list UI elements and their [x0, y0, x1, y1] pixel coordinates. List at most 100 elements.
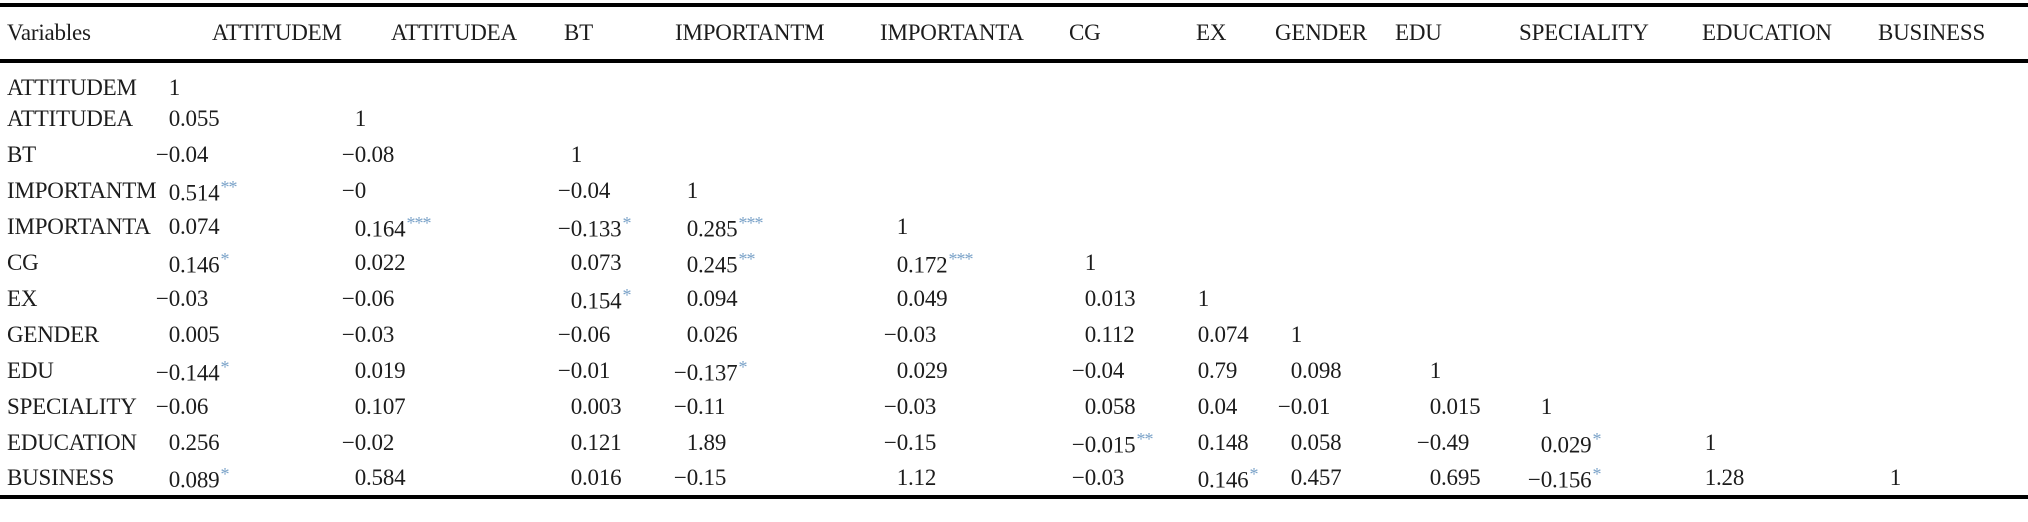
value-fraction-part: .026: [698, 322, 738, 347]
value-fraction-part: .058: [1096, 394, 1136, 419]
value-integer-part: 0: [686, 286, 699, 311]
row-label-header: Variables: [7, 20, 91, 45]
value-integer-part: 0: [1290, 430, 1303, 455]
column-header: BT: [564, 20, 593, 45]
correlation-cell: [1512, 209, 1675, 245]
value-integer-part: 1: [168, 75, 181, 100]
value-integer-part: −0: [1071, 358, 1096, 383]
correlation-cell: [1170, 101, 1262, 137]
correlation-cell: 0.107: [330, 389, 545, 425]
correlation-cell: 1: [660, 173, 860, 209]
row-label: EX: [7, 286, 38, 311]
value-fraction-part: .137: [698, 360, 738, 386]
correlation-cell: −0.08: [330, 137, 545, 173]
correlation-cell: [860, 101, 1060, 137]
value-integer-part: 1: [1889, 465, 1902, 490]
value-fraction-part: .049: [908, 286, 948, 311]
correlation-cell: [1675, 173, 1852, 209]
correlation-cell: 0.695: [1390, 461, 1512, 497]
value-fraction-part: .148: [1209, 430, 1249, 455]
correlation-cell: 1.89: [660, 425, 860, 461]
correlation-cell: [1512, 61, 1675, 101]
correlation-cell: [1170, 245, 1262, 281]
column-header: ATTITUDEA: [391, 20, 517, 45]
value-fraction-part: .015: [1096, 432, 1136, 458]
correlation-cell: −0.04: [140, 137, 330, 173]
correlation-cell: 0.022: [330, 245, 545, 281]
significance-stars: **: [220, 176, 237, 197]
correlation-cell: −0.156*: [1512, 461, 1675, 497]
value-fraction-part: .146: [1209, 467, 1249, 493]
correlation-table: Variables ATTITUDEM ATTITUDEA BT IMPORTANTM…: [0, 3, 2028, 499]
significance-stars: ***: [738, 212, 763, 233]
value-fraction-part: .256: [180, 430, 220, 455]
correlation-cell: 0.019: [330, 353, 545, 389]
value-fraction-part: .03: [1096, 465, 1125, 490]
value-integer-part: −0: [1416, 430, 1441, 455]
value-integer-part: 0: [1197, 322, 1210, 347]
value-integer-part: 0: [570, 394, 583, 419]
value-fraction-part: .02: [366, 430, 395, 455]
row-label: IMPORTANTM: [7, 178, 157, 203]
value-fraction-part: .156: [1552, 467, 1592, 493]
correlation-cell: 0.058: [1262, 425, 1390, 461]
value-fraction-part: .79: [1209, 358, 1238, 383]
table-row: EX −0.03 −0.06 0.154* 0.094 0.049 0.013 1: [0, 281, 2028, 317]
correlation-cell: 0.005: [140, 317, 330, 353]
value-integer-part: −0: [557, 358, 582, 383]
column-header: EDU: [1395, 20, 1442, 45]
correlation-cell: [1675, 101, 1852, 137]
value-fraction-part: .029: [1552, 432, 1592, 458]
table-row: ATTITUDEA 0.055 1: [0, 101, 2028, 137]
correlation-cell: −0.01: [545, 353, 660, 389]
value-fraction-part: .695: [1441, 465, 1481, 490]
correlation-cell: [1390, 317, 1512, 353]
value-fraction-part: .154: [582, 288, 622, 314]
significance-stars: *: [1249, 463, 1258, 484]
correlation-cell: 0.029*: [1512, 425, 1675, 461]
column-header: EDUCATION: [1702, 20, 1832, 45]
value-fraction-part: .245: [698, 252, 738, 278]
value-integer-part: −0: [1071, 432, 1096, 458]
correlation-cell: [545, 61, 660, 101]
correlation-cell: 0.285***: [660, 209, 860, 245]
value-fraction-part: .04: [1209, 394, 1238, 419]
value-fraction-part: .112: [1096, 322, 1135, 347]
correlation-cell: 1: [545, 137, 660, 173]
value-fraction-part: .03: [180, 286, 209, 311]
value-fraction-part: .514: [180, 180, 220, 206]
correlation-cell: 0.04: [1170, 389, 1262, 425]
value-fraction-part: .285: [698, 216, 738, 242]
header-row: Variables ATTITUDEM ATTITUDEA BT IMPORTANTM…: [0, 5, 2028, 61]
value-integer-part: 0: [686, 216, 699, 242]
value-fraction-part: .013: [1096, 286, 1136, 311]
value-fraction-part: .055: [180, 106, 220, 131]
value-fraction-part: .03: [908, 394, 937, 419]
table-row: EDU −0.144* 0.019 −0.01 −0.137* 0.029 −0.04 0.7…: [0, 353, 2028, 389]
value-integer-part: 1: [686, 430, 699, 455]
correlation-cell: [1675, 61, 1852, 101]
correlation-cell: 0.256: [140, 425, 330, 461]
row-label: EDUCATION: [7, 430, 137, 455]
value-integer-part: 0: [354, 250, 367, 275]
correlation-cell: [1852, 173, 2028, 209]
correlation-cell: [1060, 101, 1170, 137]
correlation-cell: −0.144*: [140, 353, 330, 389]
row-label: ATTITUDEA: [7, 106, 133, 131]
correlation-cell: 0.029: [860, 353, 1060, 389]
correlation-cell: −0.04: [1060, 353, 1170, 389]
row-label: GENDER: [7, 322, 100, 347]
value-fraction-part: .089: [180, 467, 220, 493]
significance-stars: *: [220, 248, 229, 269]
correlation-cell: 0.015: [1390, 389, 1512, 425]
correlation-cell: [1262, 101, 1390, 137]
correlation-cell: [1512, 137, 1675, 173]
correlation-cell: [1170, 61, 1262, 101]
value-integer-part: 0: [896, 286, 909, 311]
correlation-cell: [1852, 317, 2028, 353]
correlation-cell: 1: [1390, 353, 1512, 389]
value-integer-part: 0: [168, 430, 181, 455]
row-label: SPECIALITY: [7, 394, 137, 419]
value-integer-part: 0: [570, 288, 583, 314]
value-integer-part: 0: [168, 180, 181, 206]
